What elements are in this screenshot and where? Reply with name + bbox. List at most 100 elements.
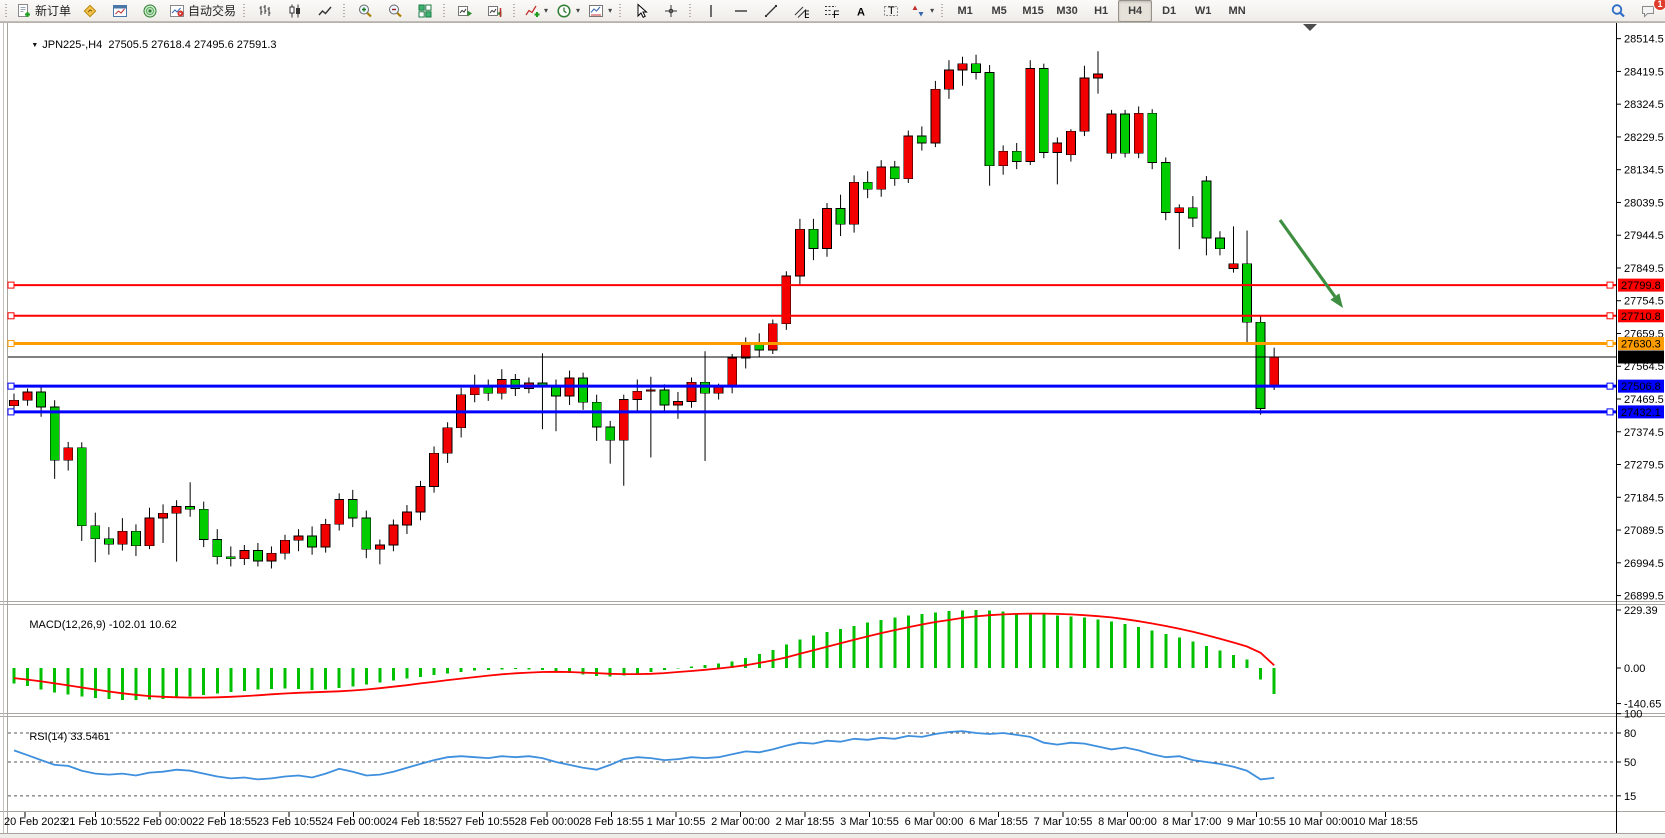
candle-bullish bbox=[402, 511, 412, 526]
line-handle[interactable] bbox=[1606, 408, 1614, 416]
notification-badge: 1 bbox=[1653, 0, 1665, 11]
timeframe-MN[interactable]: MN bbox=[1228, 4, 1246, 17]
price-line-axis-label bbox=[1618, 379, 1664, 393]
zoom-in-button[interactable] bbox=[350, 0, 380, 22]
candle-bearish bbox=[76, 447, 87, 527]
timeframe-M30[interactable]: M30 bbox=[1056, 4, 1078, 17]
symbol-period-label: JPN225-,H4 bbox=[42, 39, 103, 51]
line-chart-button[interactable] bbox=[310, 0, 340, 22]
search-button[interactable] bbox=[1603, 0, 1633, 22]
tile-windows-button[interactable] bbox=[410, 0, 440, 22]
timeframe-H1[interactable]: H1 bbox=[1094, 4, 1109, 17]
toolbar-grip[interactable] bbox=[4, 3, 9, 18]
line-handle[interactable] bbox=[1606, 382, 1614, 390]
crosshair-button[interactable] bbox=[656, 0, 686, 22]
toolbar-grip[interactable] bbox=[940, 3, 946, 18]
candle-bullish bbox=[388, 524, 399, 546]
candle-bearish bbox=[591, 401, 602, 428]
svg-text:23 Feb 10:55: 23 Feb 10:55 bbox=[257, 816, 322, 828]
line-handle[interactable] bbox=[7, 312, 15, 320]
timeframe-D1[interactable]: D1 bbox=[1162, 4, 1177, 17]
toolbar-grip[interactable] bbox=[618, 3, 624, 18]
candle-bearish bbox=[1255, 321, 1266, 409]
toolbar-grip[interactable] bbox=[242, 3, 248, 18]
autotrading-button-label: 自动交易 bbox=[188, 4, 237, 18]
candle-bullish bbox=[849, 181, 859, 225]
candle-bullish bbox=[1269, 356, 1280, 387]
horizontal-line-button[interactable] bbox=[726, 0, 756, 22]
candle-bearish bbox=[971, 63, 981, 74]
fibonacci-button[interactable]: F bbox=[816, 0, 846, 22]
zoom-out-button[interactable] bbox=[380, 0, 410, 22]
candle-bullish bbox=[9, 399, 19, 407]
line-handle[interactable] bbox=[1606, 312, 1614, 320]
toolbar-grip[interactable] bbox=[442, 3, 448, 18]
autotrading-button[interactable]: 自动交易 bbox=[165, 0, 240, 22]
timeframe-W1[interactable]: W1 bbox=[1194, 4, 1212, 17]
text-button[interactable]: A bbox=[846, 0, 876, 22]
trendline-button[interactable] bbox=[756, 0, 786, 22]
arrows-button-dropdown-caret[interactable]: ▾ bbox=[930, 6, 935, 15]
vertical-line-button[interactable] bbox=[696, 0, 726, 22]
indicators-button[interactable]: ▾ bbox=[520, 0, 552, 22]
line-handle[interactable] bbox=[7, 281, 15, 289]
chart-window[interactable]: 28514.5 28419.5 28324.5 28229.5 28134.5 28039… bbox=[0, 22, 1665, 838]
candle-bullish bbox=[767, 323, 778, 351]
line-handle[interactable] bbox=[7, 340, 15, 348]
svg-text:27279.5: 27279.5 bbox=[1624, 460, 1664, 472]
timeframe-M15[interactable]: M15 bbox=[1022, 4, 1044, 17]
candle-bullish bbox=[469, 386, 480, 396]
svg-text:28419.5: 28419.5 bbox=[1624, 66, 1664, 78]
price-chart-canvas[interactable]: 28514.5 28419.5 28324.5 28229.5 28134.5 28039… bbox=[0, 22, 1665, 838]
line-handle[interactable] bbox=[7, 408, 15, 416]
arrows-button[interactable]: ▾ bbox=[906, 0, 938, 22]
candle-bearish bbox=[835, 208, 846, 225]
indicators-button-dropdown-caret[interactable]: ▾ bbox=[544, 6, 549, 15]
data-window-button[interactable] bbox=[105, 0, 135, 22]
candle-bearish bbox=[862, 181, 873, 190]
chart-shift-marker[interactable] bbox=[1303, 24, 1317, 31]
line-handle[interactable] bbox=[7, 382, 15, 390]
timeframe-M5[interactable]: M5 bbox=[991, 4, 1007, 17]
notifications-button[interactable]: 1 bbox=[1633, 0, 1665, 22]
rsi-axis: 100 80 50 15 bbox=[1616, 709, 1642, 803]
candle-bullish bbox=[957, 63, 968, 71]
periods-button[interactable]: ▾ bbox=[552, 0, 584, 22]
svg-text:26994.5: 26994.5 bbox=[1624, 558, 1664, 570]
new-order-button[interactable]: 新订单 bbox=[12, 0, 75, 22]
navigator-button[interactable] bbox=[135, 0, 165, 22]
candle-bullish bbox=[374, 544, 385, 550]
candlestick-chart-button[interactable] bbox=[280, 0, 310, 22]
svg-text:28 Feb 00:00: 28 Feb 00:00 bbox=[515, 816, 580, 828]
candle-bearish bbox=[1038, 68, 1049, 154]
timeframe-M1[interactable]: M1 bbox=[957, 4, 973, 17]
line-handle[interactable] bbox=[1606, 340, 1614, 348]
toolbar-grip[interactable] bbox=[512, 3, 518, 18]
toolbar-grip[interactable] bbox=[342, 3, 348, 18]
sell-direction-arrow[interactable] bbox=[1278, 219, 1343, 308]
chart-shift-button[interactable] bbox=[480, 0, 510, 22]
candle-bearish bbox=[659, 389, 670, 406]
svg-text:21 Feb 10:55: 21 Feb 10:55 bbox=[63, 816, 128, 828]
equidistant-channel-button[interactable]: E bbox=[786, 0, 816, 22]
templates-button-dropdown-caret[interactable]: ▾ bbox=[608, 6, 613, 15]
svg-text:8 Mar 17:00: 8 Mar 17:00 bbox=[1163, 816, 1222, 828]
timeframe-H4[interactable]: H4 bbox=[1118, 0, 1153, 22]
candle-bullish bbox=[1174, 207, 1185, 214]
market-watch-button[interactable] bbox=[75, 0, 105, 22]
collapse-triangle-icon[interactable]: ▼ bbox=[31, 42, 39, 49]
svg-text:20 Feb 2023: 20 Feb 2023 bbox=[4, 816, 66, 828]
candle-bullish bbox=[1228, 263, 1239, 269]
svg-text:27506.8: 27506.8 bbox=[1621, 381, 1661, 393]
bar-chart-button[interactable] bbox=[250, 0, 280, 22]
line-handle[interactable] bbox=[1606, 281, 1614, 289]
text-label-button[interactable]: T bbox=[876, 0, 906, 22]
templates-button[interactable]: ▾ bbox=[584, 0, 616, 22]
auto-scroll-button[interactable] bbox=[450, 0, 480, 22]
periods-button-dropdown-caret[interactable]: ▾ bbox=[576, 6, 581, 15]
cursor-button[interactable] bbox=[626, 0, 656, 22]
svg-text:2 Mar 18:55: 2 Mar 18:55 bbox=[776, 816, 835, 828]
toolbar-grip[interactable] bbox=[688, 3, 694, 18]
zoom-in-icon bbox=[359, 4, 372, 17]
